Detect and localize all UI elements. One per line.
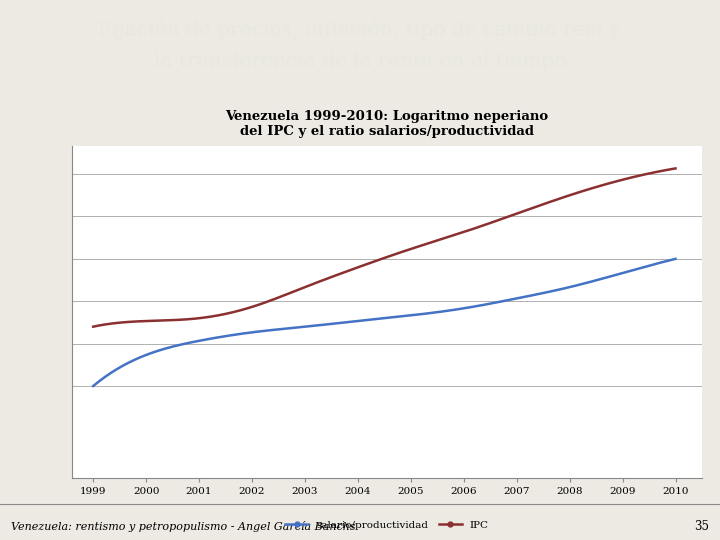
IPC [436,237,444,243]
salario/productividad [433,309,442,315]
IPC [91,323,99,329]
salario/productividad [436,308,444,315]
Text: Venezuela: rentismo y petropopulismo - Angel García Banchs: Venezuela: rentismo y petropopulismo - A… [11,521,356,531]
Line: salario/productividad: salario/productividad [93,259,675,386]
IPC [89,323,97,330]
salario/productividad [671,255,680,262]
Legend: salario/productividad, IPC: salario/productividad, IPC [281,516,493,534]
salario/productividad [445,307,454,314]
Text: 35: 35 [694,519,709,532]
IPC [616,177,625,184]
salario/productividad [91,381,99,388]
IPC [580,187,588,194]
Text: la transferencia de la renta en el tiempo: la transferencia de la renta en el tiemp… [154,52,566,71]
salario/productividad [580,280,588,287]
IPC [671,165,680,172]
salario/productividad [616,270,625,276]
Line: IPC: IPC [93,168,675,327]
Title: Venezuela 1999-2010: Logaritmo neperiano
del IPC y el ratio salarios/productivid: Venezuela 1999-2010: Logaritmo neperiano… [225,110,549,138]
salario/productividad [89,383,97,389]
IPC [433,237,442,244]
IPC [445,233,454,240]
Text: Fijación de precios, inflación, tipo de cambio real y: Fijación de precios, inflación, tipo de … [99,19,621,40]
